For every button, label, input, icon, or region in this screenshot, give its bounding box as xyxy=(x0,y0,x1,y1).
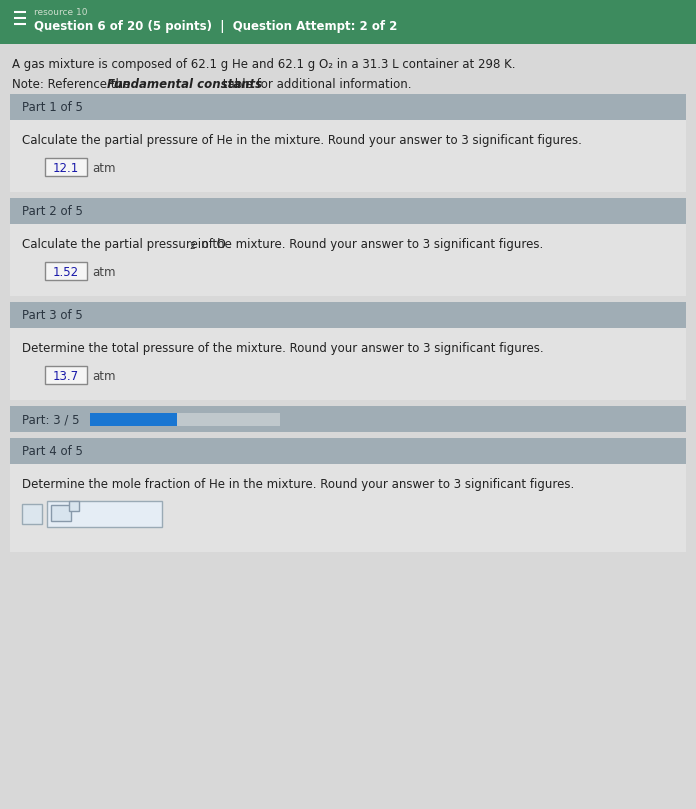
Text: Part 4 of 5: Part 4 of 5 xyxy=(22,445,83,458)
Bar xyxy=(10,438,686,464)
Text: atm: atm xyxy=(92,370,116,383)
Text: atm: atm xyxy=(92,162,116,175)
Bar xyxy=(10,464,686,552)
Text: A gas mixture is composed of 62.1 g He and 62.1 g O₂ in a 31.3 L container at 29: A gas mixture is composed of 62.1 g He a… xyxy=(12,58,516,71)
Bar xyxy=(51,505,71,521)
Bar xyxy=(10,406,686,432)
Bar xyxy=(45,366,87,384)
Text: resource 10: resource 10 xyxy=(34,8,88,17)
Bar xyxy=(69,501,79,511)
Bar xyxy=(90,413,177,426)
Bar xyxy=(47,501,162,527)
Text: Question 6 of 20 (5 points)  |  Question Attempt: 2 of 2: Question 6 of 20 (5 points) | Question A… xyxy=(34,20,397,33)
Text: Determine the mole fraction of He in the mixture. Round your answer to 3 signifi: Determine the mole fraction of He in the… xyxy=(22,478,574,491)
Text: Part 2 of 5: Part 2 of 5 xyxy=(22,205,83,218)
Text: table for additional information.: table for additional information. xyxy=(219,78,412,91)
Bar xyxy=(10,94,686,120)
Text: Calculate the partial pressure of He in the mixture. Round your answer to 3 sign: Calculate the partial pressure of He in … xyxy=(22,134,582,147)
Bar xyxy=(10,120,686,192)
Text: Note: Reference the: Note: Reference the xyxy=(12,78,134,91)
Bar xyxy=(10,224,686,296)
Text: Part: 3 / 5: Part: 3 / 5 xyxy=(22,413,79,426)
Text: Calculate the partial pressure of O: Calculate the partial pressure of O xyxy=(22,238,226,251)
Text: 12.1: 12.1 xyxy=(53,162,79,175)
Text: atm: atm xyxy=(92,266,116,279)
Text: Part 3 of 5: Part 3 of 5 xyxy=(22,309,83,322)
Bar xyxy=(10,302,686,328)
Text: 1.52: 1.52 xyxy=(53,266,79,279)
Bar xyxy=(45,262,87,280)
Text: Part 1 of 5: Part 1 of 5 xyxy=(22,101,83,114)
Bar xyxy=(10,328,686,400)
Bar xyxy=(22,504,42,524)
Bar xyxy=(10,198,686,224)
Bar xyxy=(90,413,280,426)
Text: Fundamental constants: Fundamental constants xyxy=(107,78,262,91)
Text: Determine the total pressure of the mixture. Round your answer to 3 significant : Determine the total pressure of the mixt… xyxy=(22,342,544,355)
Text: 2: 2 xyxy=(189,242,195,251)
Bar xyxy=(0,0,696,44)
Text: 13.7: 13.7 xyxy=(53,370,79,383)
Bar xyxy=(45,158,87,176)
Text: in the mixture. Round your answer to 3 significant figures.: in the mixture. Round your answer to 3 s… xyxy=(194,238,544,251)
